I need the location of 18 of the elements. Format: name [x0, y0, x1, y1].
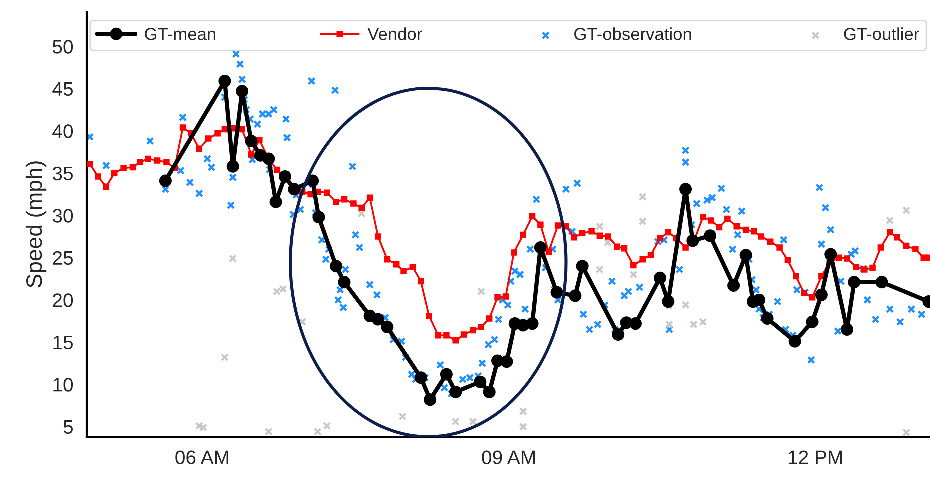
y-tick-label: 50: [52, 40, 74, 54]
legend-label: Vendor: [368, 28, 422, 40]
legend-label: GT-observation: [574, 28, 692, 40]
y-tick-label: 40: [52, 124, 74, 138]
x-tick-label: 12 PM: [788, 450, 842, 464]
y-tick-label: 5: [64, 420, 73, 434]
x-tick-label: 06 AM: [176, 450, 228, 464]
legend-label: GT-outlier: [844, 28, 920, 40]
y-tick-label: 20: [53, 294, 74, 308]
y-tick-label: 35: [52, 166, 73, 181]
y-tick-label: 45: [52, 82, 73, 96]
y-tick-label: 15: [54, 336, 73, 350]
y-tick-label: 25: [53, 251, 73, 266]
y-axis-title: Speed (mph): [26, 162, 47, 288]
y-tick-label: 10: [54, 378, 74, 392]
y-tick-label: 30: [52, 209, 74, 223]
x-tick-label: 09 AM: [482, 450, 535, 464]
legend-label: GT-mean: [145, 28, 216, 40]
